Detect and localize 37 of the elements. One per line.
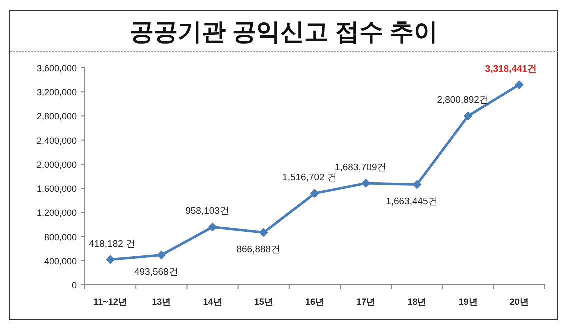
data-label: 1,516,702 건 bbox=[282, 172, 338, 184]
x-tick-label: 11~12년 bbox=[94, 297, 128, 307]
x-tick-label: 15년 bbox=[254, 297, 274, 307]
y-tick-label: 1,200,000 bbox=[36, 208, 77, 218]
y-tick-label: 0 bbox=[72, 280, 77, 290]
data-label: 1,683,709건 bbox=[334, 162, 388, 174]
point bbox=[157, 250, 166, 260]
y-tick-label: 3,600,000 bbox=[36, 64, 77, 74]
y-tick-label: 400,000 bbox=[44, 256, 77, 266]
data-label: 866,888건 bbox=[236, 244, 282, 256]
y-tick-label: 2,000,000 bbox=[36, 160, 77, 170]
x-tick-label: 19년 bbox=[458, 297, 478, 307]
point bbox=[412, 180, 422, 190]
x-tick-label: 13년 bbox=[152, 297, 172, 307]
data-label: 958,103건 bbox=[186, 206, 230, 218]
data-label: 1,663,445건 bbox=[386, 196, 438, 208]
data-label: 493,568건 bbox=[134, 267, 179, 278]
y-tick-label: 800,000 bbox=[44, 232, 77, 242]
data-label: 3,318,441건 bbox=[485, 64, 538, 75]
data-label: 2,800,892건 bbox=[437, 95, 490, 106]
point bbox=[464, 112, 473, 121]
x-tick-label: 17년 bbox=[356, 297, 376, 307]
x-tick-label: 20년 bbox=[510, 297, 529, 307]
point bbox=[514, 80, 524, 90]
point bbox=[259, 228, 268, 238]
y-tick-label: 3,200,000 bbox=[36, 88, 77, 98]
data-label: 418,182 건 bbox=[89, 238, 136, 250]
chart-title: 공공기관 공익신고 접수 추이 bbox=[130, 19, 438, 46]
x-tick-label: 18년 bbox=[408, 297, 427, 307]
y-tick-label: 2,800,000 bbox=[36, 112, 77, 122]
point bbox=[208, 222, 218, 232]
point bbox=[106, 255, 116, 264]
y-tick-label: 1,600,000 bbox=[36, 184, 77, 194]
x-tick-label: 14년 bbox=[203, 297, 222, 307]
point bbox=[310, 189, 320, 198]
y-tick-label: 2,400,000 bbox=[36, 136, 77, 146]
x-tick-label: 16년 bbox=[305, 297, 325, 307]
